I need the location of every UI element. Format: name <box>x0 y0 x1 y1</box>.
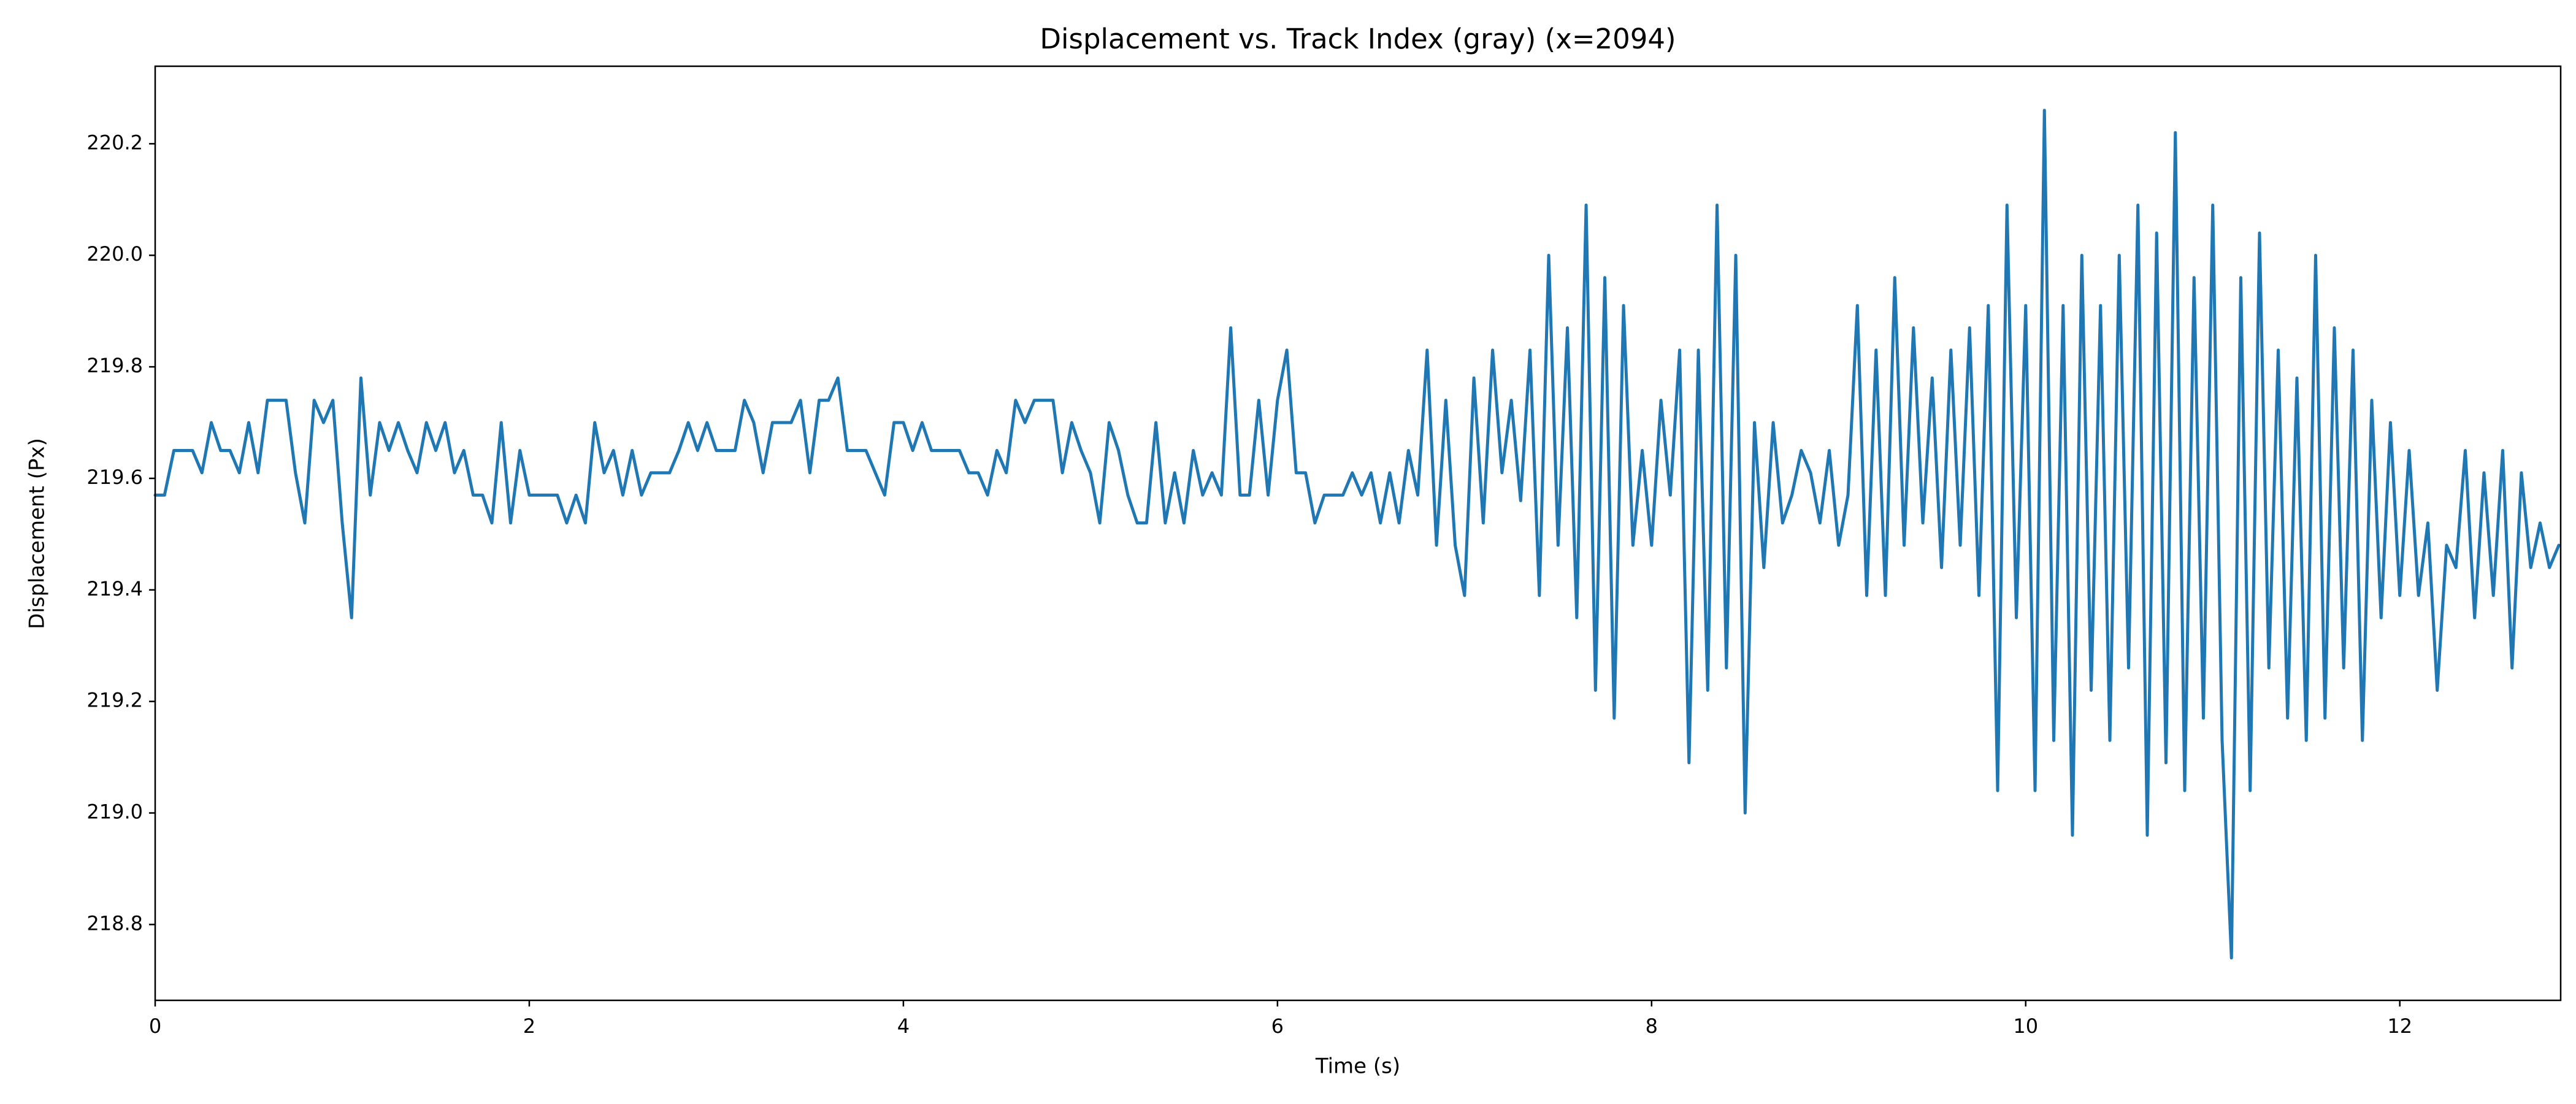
x-tick-label: 2 <box>523 1014 535 1038</box>
y-axis-label: Displacement (Px) <box>25 438 50 629</box>
chart-title: Displacement vs. Track Index (gray) (x=2… <box>1040 23 1676 55</box>
data-line <box>153 109 2561 960</box>
x-axis-label: Time (s) <box>1315 1054 1400 1079</box>
x-tick-label: 0 <box>149 1014 161 1038</box>
y-tick-label: 219.8 <box>86 354 143 377</box>
x-tick-label: 6 <box>1271 1014 1284 1038</box>
y-tick-label: 219.6 <box>86 466 143 489</box>
x-tick-label: 12 <box>2387 1014 2412 1038</box>
y-tick-label: 220.0 <box>86 242 143 266</box>
plot-frame <box>154 65 2562 1002</box>
y-tick-label: 218.8 <box>86 911 143 935</box>
y-tick-label: 220.2 <box>86 131 143 154</box>
y-tick-label: 219.2 <box>86 689 143 712</box>
x-tick-label: 8 <box>1646 1014 1658 1038</box>
x-tick-label: 10 <box>2013 1014 2038 1038</box>
y-tick-label: 219.4 <box>86 577 143 600</box>
y-tick-label: 219.0 <box>86 800 143 823</box>
x-tick-label: 4 <box>897 1014 910 1038</box>
